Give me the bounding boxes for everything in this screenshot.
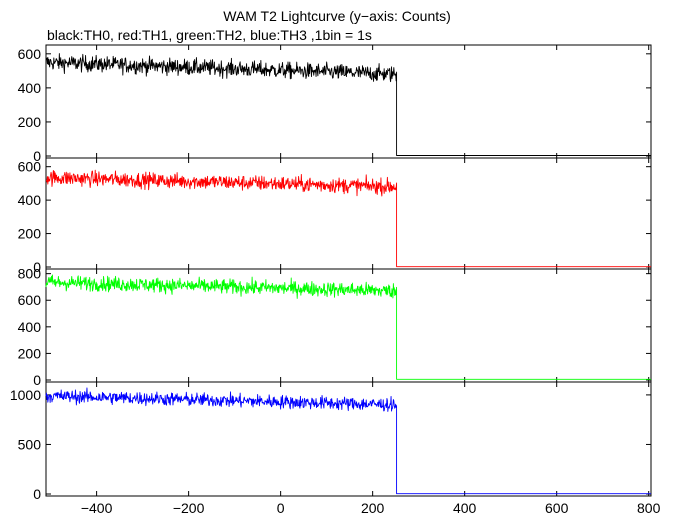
x-tick-label: 400 bbox=[453, 500, 477, 515]
x-tick-label: 200 bbox=[361, 500, 385, 515]
panel-frame-TH3 bbox=[45, 381, 652, 497]
series-TH1 bbox=[45, 169, 651, 268]
y-tick-label-TH2: 400 bbox=[18, 319, 42, 335]
series-TH0 bbox=[45, 53, 651, 156]
y-tick-label-TH0: 400 bbox=[18, 80, 42, 96]
y-tick-label-TH1: 0 bbox=[33, 259, 41, 275]
x-tick-label: 600 bbox=[545, 500, 569, 515]
y-tick-label-TH3: 1000 bbox=[10, 387, 41, 403]
y-tick-label-TH1: 600 bbox=[18, 159, 42, 175]
chart-subtitle: black:TH0, red:TH1, green:TH2, blue:TH3 … bbox=[47, 27, 372, 43]
x-tick-label: 0 bbox=[277, 500, 285, 515]
series-TH3 bbox=[45, 387, 651, 495]
x-tick-label: −200 bbox=[173, 500, 205, 515]
y-tick-label-TH3: 500 bbox=[18, 436, 42, 452]
y-tick-label-TH2: 0 bbox=[33, 372, 41, 388]
y-tick-label-TH2: 800 bbox=[18, 266, 42, 282]
y-tick-label-TH1: 400 bbox=[18, 192, 42, 208]
y-tick-label-TH2: 200 bbox=[18, 345, 42, 361]
chart-title: WAM T2 Lightcurve (y−axis: Counts) bbox=[223, 8, 451, 24]
y-tick-label-TH0: 600 bbox=[18, 46, 42, 62]
y-tick-label-TH3: 0 bbox=[33, 486, 41, 502]
series-TH2 bbox=[45, 274, 651, 380]
y-tick-label-TH0: 0 bbox=[33, 148, 41, 164]
y-tick-label-TH2: 600 bbox=[18, 292, 42, 308]
y-tick-label-TH1: 200 bbox=[18, 226, 42, 242]
x-tick-label: −400 bbox=[81, 500, 113, 515]
y-tick-label-TH0: 200 bbox=[18, 114, 42, 130]
panel-frame-TH1 bbox=[45, 157, 652, 270]
x-tick-label: 800 bbox=[637, 500, 661, 515]
